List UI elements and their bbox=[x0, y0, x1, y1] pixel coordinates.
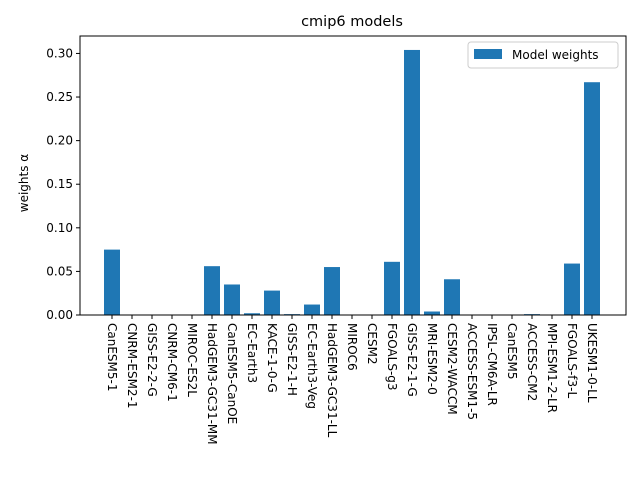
bar bbox=[264, 290, 280, 315]
bar bbox=[584, 82, 600, 315]
x-tick-label: MIROC6 bbox=[345, 323, 359, 371]
x-tick-label: EC-Earth3 bbox=[245, 323, 259, 383]
x-tick-label: CanESM5-1 bbox=[105, 323, 119, 392]
bar bbox=[404, 49, 420, 315]
bar bbox=[244, 313, 260, 315]
y-tick-label: 0.30 bbox=[46, 46, 73, 60]
legend-label: Model weights bbox=[512, 48, 599, 62]
y-tick-label: 0.10 bbox=[46, 221, 73, 235]
x-tick-label: FGOALS-f3-L bbox=[565, 323, 579, 398]
x-tick-label: GISS-E2-2-G bbox=[145, 323, 159, 397]
legend-swatch bbox=[474, 49, 502, 59]
bar bbox=[224, 284, 240, 315]
x-tick-label: ACCESS-ESM1-5 bbox=[465, 323, 479, 420]
x-tick-label: HadGEM3-GC31-LL bbox=[325, 323, 339, 438]
plot-frame bbox=[79, 35, 627, 316]
x-tick-label: MPI-ESM1-2-LR bbox=[545, 323, 559, 413]
x-tick-label: CESM2-WACCM bbox=[445, 323, 459, 415]
chart-title: cmip6 models bbox=[301, 14, 403, 30]
bar bbox=[384, 261, 400, 315]
x-tick-label: MRI-ESM2-0 bbox=[425, 323, 439, 395]
y-axis-label: weights α bbox=[17, 154, 31, 213]
bar bbox=[444, 279, 460, 315]
legend: Model weights bbox=[467, 41, 619, 69]
x-tick-label: ACCESS-CM2 bbox=[525, 323, 539, 401]
x-tick-label: FGOALS-g3 bbox=[385, 323, 399, 391]
x-tick-label: EC-Earth3-Veg bbox=[305, 323, 319, 409]
bar bbox=[304, 304, 320, 315]
x-tick-label: KACE-1-0-G bbox=[265, 323, 279, 393]
x-tick-label: UKESM1-0-LL bbox=[585, 323, 599, 403]
x-tick-label: MIROC-ES2L bbox=[185, 323, 199, 397]
x-tick-label: IPSL-CM6A-LR bbox=[485, 323, 499, 406]
x-tick-label: GISS-E2-1-H bbox=[285, 323, 299, 396]
bar bbox=[324, 267, 340, 315]
x-tick-label: CanESM5-CanOE bbox=[225, 323, 239, 424]
x-tick-label: GISS-E2-1-G bbox=[405, 323, 419, 397]
bar bbox=[564, 263, 580, 315]
x-tick-label: CanESM5 bbox=[505, 323, 519, 380]
y-tick-label: 0.05 bbox=[46, 264, 73, 278]
y-tick-label: 0.25 bbox=[46, 90, 73, 104]
bar bbox=[424, 311, 440, 315]
y-tick-label: 0.00 bbox=[46, 308, 73, 322]
x-axis-ticks: CanESM5-1 CNRM-ESM2-1 GISS-E2-2-G CNRM-CM6-… bbox=[105, 315, 599, 445]
legend-box bbox=[467, 41, 619, 69]
bar bbox=[204, 266, 220, 315]
y-tick-label: 0.15 bbox=[46, 177, 73, 191]
y-tick-label: 0.20 bbox=[46, 134, 73, 148]
x-tick-label: CESM2 bbox=[365, 323, 379, 365]
bar bbox=[104, 249, 120, 315]
x-tick-label: CNRM-CM6-1 bbox=[165, 323, 179, 402]
x-tick-label: HadGEM3-GC31-MM bbox=[205, 323, 219, 445]
bars bbox=[104, 49, 600, 315]
y-axis-ticks: 0.00 0.05 0.10 0.15 0.20 0.25 0.30 bbox=[46, 46, 80, 322]
x-tick-label: CNRM-ESM2-1 bbox=[125, 323, 139, 409]
